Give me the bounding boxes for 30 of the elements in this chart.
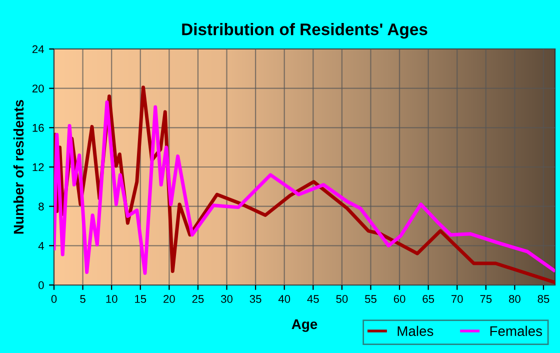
x-tick-label: 75 bbox=[480, 295, 492, 303]
x-tick-label: 60 bbox=[394, 295, 406, 303]
legend-label: Males bbox=[398, 326, 434, 336]
legend-label: Females bbox=[490, 326, 542, 336]
y-tick-label: 16 bbox=[32, 124, 44, 132]
x-tick-label: 30 bbox=[221, 295, 233, 303]
x-tick-label: 65 bbox=[422, 295, 434, 303]
x-tick-label: 15 bbox=[135, 295, 146, 303]
y-tick-label: 20 bbox=[32, 84, 44, 92]
x-tick-label: 50 bbox=[336, 295, 348, 303]
x-tick-label: 70 bbox=[451, 295, 463, 303]
y-tick-label: 24 bbox=[32, 45, 44, 54]
y-tick-label: 8 bbox=[38, 202, 44, 210]
x-tick-label: 80 bbox=[508, 295, 520, 303]
x-axis-title: Age bbox=[292, 319, 318, 332]
chart-title: Distribution of Residents' Ages bbox=[182, 23, 428, 39]
x-tick-label: 20 bbox=[164, 295, 175, 303]
x-tick-label: 5 bbox=[80, 295, 86, 303]
y-axis-title: Number of residents bbox=[13, 100, 24, 234]
x-tick-label: 0 bbox=[51, 295, 57, 303]
x-tick-label: 25 bbox=[192, 295, 204, 303]
x-tick-label: 45 bbox=[307, 295, 319, 303]
y-tick-label: 12 bbox=[32, 163, 44, 172]
x-tick-label: 35 bbox=[250, 295, 262, 303]
x-tick-label: 55 bbox=[364, 295, 376, 303]
y-tick-label: 4 bbox=[38, 242, 44, 250]
y-tick-label: 0 bbox=[38, 281, 44, 290]
x-tick-label: 85 bbox=[538, 295, 550, 303]
x-tick-label: 40 bbox=[278, 295, 290, 303]
x-tick-label: 10 bbox=[106, 295, 118, 303]
